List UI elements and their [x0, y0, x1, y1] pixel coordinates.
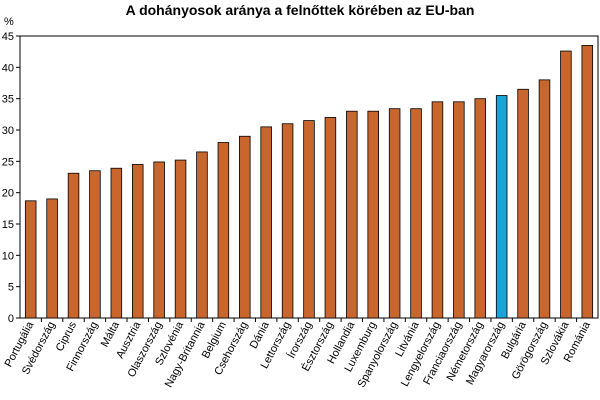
y-tick-label: 0 [8, 313, 14, 325]
bar [581, 45, 594, 319]
bar [110, 167, 123, 319]
bar [453, 101, 465, 319]
bar [538, 79, 551, 319]
y-tick-label: 10 [2, 250, 14, 262]
y-tick-label: 30 [2, 125, 14, 137]
bar [174, 159, 187, 319]
bar [67, 172, 80, 319]
bar [131, 164, 144, 319]
bar [46, 198, 58, 319]
bar [217, 142, 230, 319]
bar [517, 88, 529, 319]
y-tick-label: 40 [2, 62, 14, 74]
bar [239, 135, 251, 319]
chart-title: A dohányosok aránya a felnőttek körében … [125, 2, 475, 18]
bar [410, 108, 422, 319]
bar [153, 161, 165, 319]
bar [474, 98, 487, 319]
bar [24, 200, 37, 319]
y-axis-unit-label: % [4, 16, 14, 28]
y-tick-label: 35 [2, 94, 14, 106]
bar [367, 110, 379, 319]
bar [560, 50, 572, 319]
bar [260, 126, 272, 319]
bar [89, 170, 101, 319]
y-tick-label: 25 [2, 156, 14, 168]
y-tick-label: 15 [2, 219, 14, 231]
y-tick-label: 20 [2, 188, 14, 200]
bar [495, 95, 508, 319]
y-tick-label: 5 [8, 282, 14, 294]
bar [431, 101, 444, 319]
bar [324, 117, 337, 319]
bar [281, 123, 294, 319]
bar [346, 110, 358, 319]
bar [196, 151, 208, 319]
bar [388, 108, 401, 319]
y-tick-label: 45 [2, 31, 14, 43]
bar [303, 120, 315, 319]
